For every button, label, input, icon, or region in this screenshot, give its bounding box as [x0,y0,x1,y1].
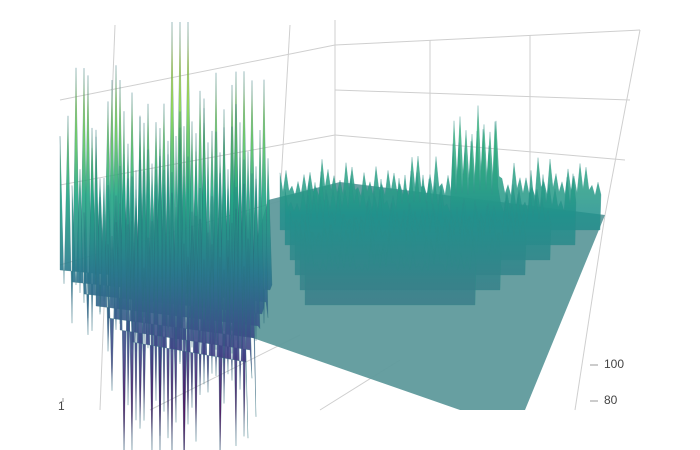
y-tick-label: 100 [604,357,624,371]
surface-peak [119,122,253,450]
surface-peak [131,159,249,450]
surface-ridge [279,105,602,231]
y-tick-label: 80 [604,393,618,407]
surface-ridge [284,121,577,246]
axes: 80 100 1 [58,357,624,413]
x-tick-label: 1 [58,399,65,413]
surface [59,21,602,450]
surface-ridge [304,233,477,306]
